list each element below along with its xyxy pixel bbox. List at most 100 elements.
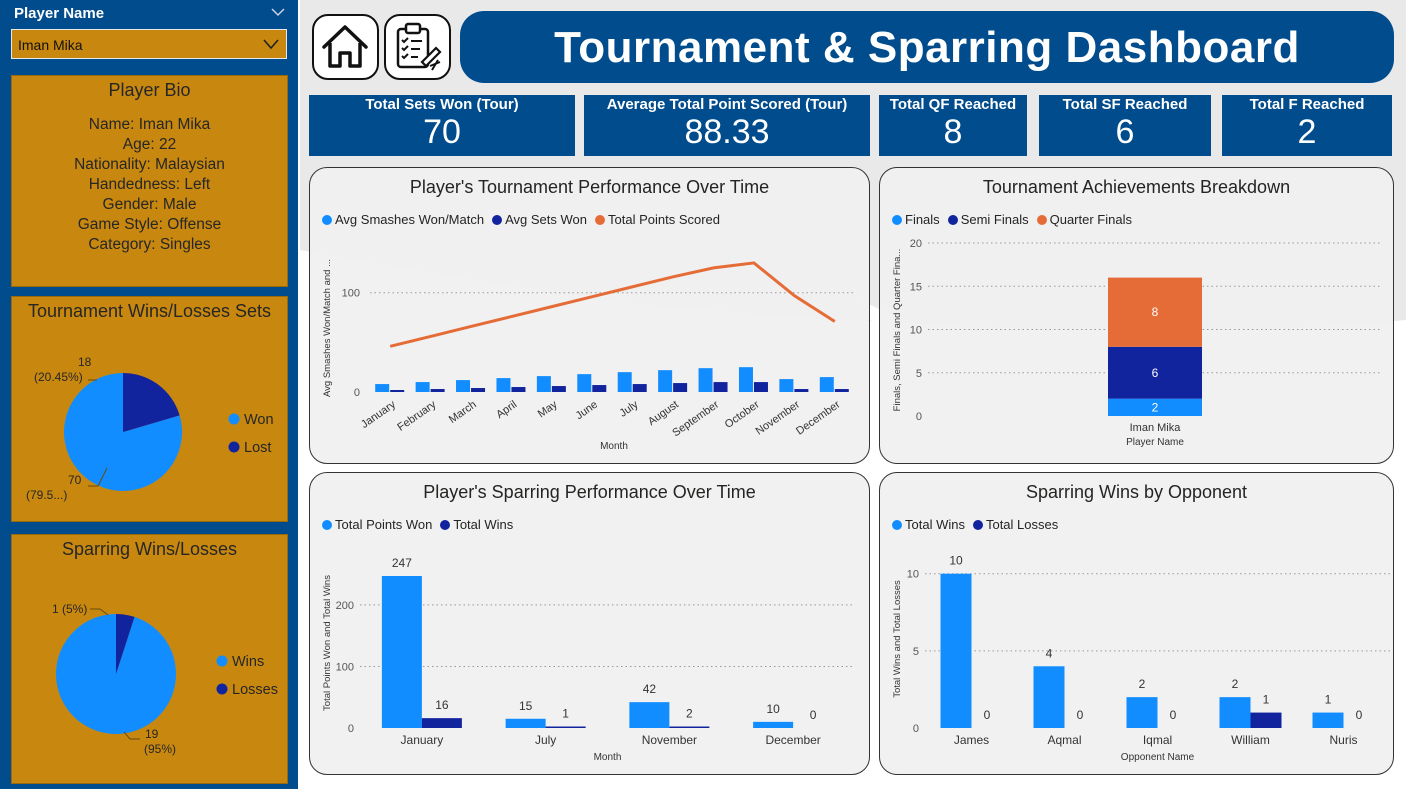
x-tick-label: Iman Mika: [1130, 422, 1182, 434]
data-label: 2: [1139, 677, 1146, 691]
y-axis-title: Finals, Semi Finals and Quarter Fina...: [892, 249, 903, 412]
legend-item[interactable]: Total Points Won: [322, 517, 432, 532]
bar-total-wins: [421, 718, 462, 728]
data-label: 19: [145, 727, 159, 741]
legend-label: Wins: [232, 654, 264, 670]
chart-title: Tournament Achievements Breakdown: [982, 177, 1291, 197]
kpi-label: Total QF Reached: [889, 96, 1017, 113]
data-label: (95%): [144, 742, 176, 756]
legend-item[interactable]: Quarter Finals: [1036, 212, 1132, 227]
x-axis-title: Player Name: [1126, 437, 1184, 448]
kpi-avg-points: Average Total Point Scored (Tour) 88.33: [584, 95, 870, 156]
page-title: Tournament & Sparring Dashboard: [554, 23, 1300, 72]
data-label: 15: [519, 699, 533, 713]
data-label: 2: [1232, 677, 1239, 691]
chevron-down-icon: [263, 39, 279, 50]
x-tick-label: March: [447, 399, 479, 426]
dropdown-value: Iman Mika: [18, 37, 83, 53]
bar-avg-sets: [794, 389, 809, 392]
kpi-label: Average Total Point Scored (Tour): [606, 96, 848, 113]
legend-item[interactable]: Semi Finals: [947, 212, 1029, 227]
legend-item[interactable]: Total Losses: [972, 517, 1059, 532]
data-label: 1: [1263, 693, 1270, 707]
y-axis-title: Avg Smashes Won/Match and ...: [322, 259, 333, 397]
bar-total-wins: [940, 573, 972, 728]
y-tick-label: 0: [348, 723, 354, 735]
sparring-opponent-chart[interactable]: 0510100James40Aqmal20Iqmal21William10Nur…: [880, 473, 1394, 775]
chevron-down-icon[interactable]: [270, 6, 286, 18]
legend-item[interactable]: Total Wins: [892, 517, 965, 532]
pie-slice-lost: [123, 373, 180, 432]
x-tick-label: February: [395, 398, 438, 433]
achievements-chart[interactable]: 0 5 10 15 20 2 6 8 Iman Mika Player Name Finals, S…: [880, 168, 1394, 464]
chart-legend: Total Points Won Total Wins: [322, 517, 513, 532]
y-tick-label: 0: [916, 411, 922, 423]
bar-total-points-won: [381, 576, 422, 728]
data-label: 2: [686, 707, 693, 721]
legend-swatch: [228, 441, 240, 453]
player-bio-panel: Player Bio Name: Iman Mika Age: 22 Natio…: [11, 75, 288, 287]
clipboard-icon: [396, 22, 442, 71]
report-button[interactable]: [384, 14, 451, 80]
legend-label: Total Points Scored: [608, 212, 721, 227]
bar-avg-smashes: [617, 372, 632, 392]
bar-total-wins: [669, 726, 710, 728]
chart-legend: Total Wins Total Losses: [892, 517, 1058, 532]
x-tick-label: December: [765, 733, 820, 747]
chart-title: Sparring Wins by Opponent: [1025, 482, 1248, 502]
x-tick-label: Iqmal: [1143, 733, 1172, 747]
bar-total-wins: [1219, 697, 1251, 728]
bar-avg-sets: [673, 383, 688, 392]
sparring-opponent-card: Sparring Wins by Opponent Total Wins Tot…: [879, 472, 1394, 775]
data-label: 16: [435, 698, 449, 712]
x-tick-label: November: [642, 733, 697, 747]
line-total-points: [389, 261, 836, 348]
legend-label: Total Losses: [985, 517, 1059, 532]
bar-avg-smashes: [577, 374, 592, 392]
data-label: 1 (5%): [52, 602, 87, 616]
home-button[interactable]: [312, 14, 379, 80]
x-tick-label: November: [754, 398, 803, 437]
y-tick-label: 200: [336, 600, 354, 612]
bar-avg-sets: [390, 390, 405, 392]
bar-avg-smashes: [658, 370, 673, 392]
legend-item[interactable]: Total Points Scored: [595, 212, 720, 227]
y-tick-label: 0: [913, 723, 919, 735]
legend-item[interactable]: Total Wins: [440, 517, 513, 532]
player-name-dropdown[interactable]: Iman Mika: [11, 29, 287, 59]
y-tick-label: 5: [916, 368, 922, 380]
kpi-value: 2: [1297, 113, 1317, 151]
tournament-wl-pie[interactable]: 70(79.5...) 18(20.45%) Won Lost: [12, 297, 289, 523]
data-label: 0: [1170, 708, 1177, 722]
legend-label: Quarter Finals: [1049, 212, 1132, 227]
y-tick-label: 0: [354, 387, 360, 399]
bar-avg-smashes: [738, 367, 753, 392]
y-axis-title: Total Points Won and Total Wins: [322, 575, 333, 711]
slicer-label: Player Name: [14, 5, 105, 22]
legend-swatch: [216, 683, 228, 695]
x-axis-title: Month: [600, 441, 628, 452]
legend-item[interactable]: Avg Sets Won: [492, 212, 587, 227]
legend-label: Finals: [905, 212, 940, 227]
data-label: 10: [766, 702, 780, 716]
legend-item[interactable]: Avg Smashes Won/Match: [322, 212, 484, 227]
x-tick-label: April: [494, 399, 519, 421]
bio-gender: Gender: Male: [102, 196, 197, 213]
legend-label: Semi Finals: [960, 212, 1029, 227]
x-tick-label: January: [401, 733, 444, 747]
sparring-performance-card: Player's Sparring Performance Over Time …: [309, 472, 870, 775]
legend-swatch: [892, 214, 902, 225]
data-label: 18: [78, 355, 92, 369]
kpi-sets-won: Total Sets Won (Tour) 70: [309, 95, 575, 156]
legend-item[interactable]: Finals: [892, 212, 940, 227]
chart-title: Tournament Wins/Losses Sets: [27, 301, 272, 321]
kpi-value: 88.33: [684, 113, 770, 151]
bar-avg-sets: [551, 386, 566, 392]
kpi-qf-reached: Total QF Reached 8: [879, 95, 1027, 156]
bio-title: Player Bio: [108, 80, 191, 100]
sidebar: Player Name Iman Mika Player Bio Name: I…: [0, 0, 298, 789]
sparring-wl-pie[interactable]: 19(95%) 1 (5%) Wins Losses: [12, 535, 289, 785]
chart-legend: Avg Smashes Won/Match Avg Sets Won Total…: [322, 212, 720, 227]
